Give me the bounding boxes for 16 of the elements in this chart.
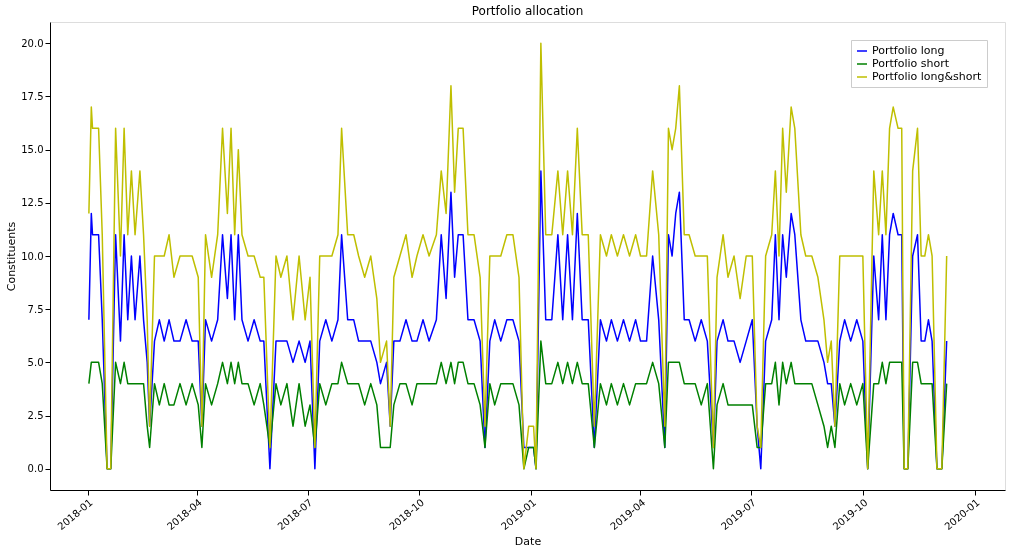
y-tick-label: 17.5 [21, 90, 44, 102]
y-tick-label: 20.0 [21, 37, 44, 49]
legend-label: Portfolio short [872, 57, 950, 70]
y-axis-title: Constituents [5, 221, 19, 292]
line-series [88, 340, 948, 470]
y-tick-label: 0.0 [27, 463, 44, 475]
y-tick-label: 10.0 [21, 250, 44, 262]
x-axis-title: Date [514, 535, 542, 549]
y-tick-label: 15.0 [21, 144, 44, 156]
legend-label: Portfolio long&short [872, 70, 983, 83]
legend-label: Portfolio long [872, 44, 945, 57]
y-tick-label: 2.5 [27, 410, 44, 422]
y-tick-label: 7.5 [27, 303, 44, 315]
chart-title: Portfolio allocation [471, 4, 584, 18]
y-tick-label: 12.5 [21, 197, 44, 209]
y-tick-label: 5.0 [27, 356, 44, 368]
